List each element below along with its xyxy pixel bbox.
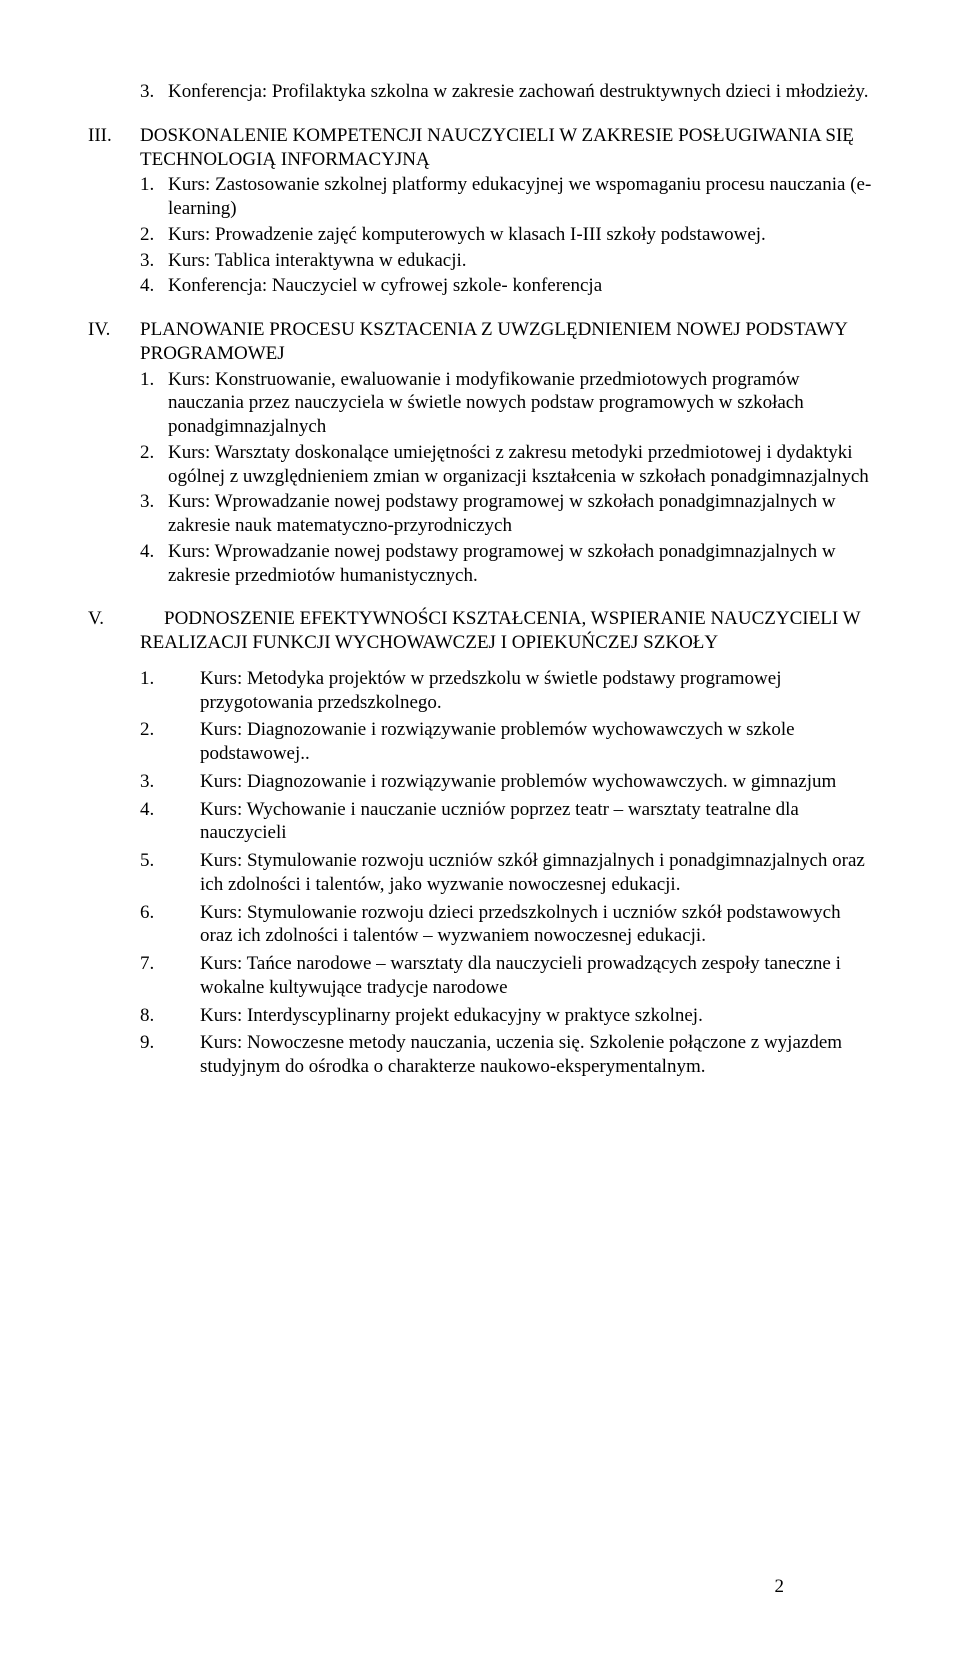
list-item: 6.Kurs: Stymulowanie rozwoju dzieci prze…: [140, 901, 872, 949]
item-text: Kurs: Diagnozowanie i rozwiązywanie prob…: [200, 718, 872, 766]
item-number: 1.: [140, 368, 168, 392]
item-text: Kurs: Nowoczesne metody nauczania, uczen…: [200, 1031, 872, 1079]
item-number: 1.: [140, 667, 200, 691]
list-item: 9.Kurs: Nowoczesne metody nauczania, ucz…: [140, 1031, 872, 1079]
section-v: V. PODNOSZENIE EFEKTYWNOŚCI KSZTAŁCENIA,…: [88, 607, 872, 1079]
item-number: 1.: [140, 173, 168, 197]
section-iv: IV. PLANOWANIE PROCESU KSZTACENIA Z UWZG…: [88, 318, 872, 587]
item-number: 7.: [140, 952, 200, 976]
list-item: 4.Kurs: Wprowadzanie nowej podstawy prog…: [140, 540, 872, 588]
item-text: Kurs: Stymulowanie rozwoju dzieci przeds…: [200, 901, 872, 949]
item-text: Kurs: Interdyscyplinarny projekt edukacy…: [200, 1004, 872, 1028]
list-item: 5.Kurs: Stymulowanie rozwoju uczniów szk…: [140, 849, 872, 897]
item-text: Kurs: Wprowadzanie nowej podstawy progra…: [168, 490, 872, 538]
item-text: Kurs: Wprowadzanie nowej podstawy progra…: [168, 540, 872, 588]
item-number: 4.: [140, 274, 168, 298]
page-number: 2: [775, 1575, 785, 1599]
list-item: 3.Kurs: Diagnozowanie i rozwiązywanie pr…: [140, 770, 872, 794]
item-text: Kurs: Warsztaty doskonalące umiejętności…: [168, 441, 872, 489]
item-text: Kurs: Zastosowanie szkolnej platformy ed…: [168, 173, 872, 221]
item-text: Kurs: Tablica interaktywna w edukacji.: [168, 249, 872, 273]
list-item: 7.Kurs: Tańce narodowe – warsztaty dla n…: [140, 952, 872, 1000]
item-text: Kurs: Metodyka projektów w przedszkolu w…: [200, 667, 872, 715]
item-number: 5.: [140, 849, 200, 873]
list-item: 1.Kurs: Metodyka projektów w przedszkolu…: [140, 667, 872, 715]
item-text: Kurs: Stymulowanie rozwoju uczniów szkół…: [200, 849, 872, 897]
roman-numeral: III.: [88, 124, 140, 148]
section-title: DOSKONALENIE KOMPETENCJI NAUCZYCIELI W Z…: [140, 124, 872, 172]
list-item: 8.Kurs: Interdyscyplinarny projekt eduka…: [140, 1004, 872, 1028]
item-number: 3.: [140, 770, 200, 794]
item-text: Konferencja: Nauczyciel w cyfrowej szkol…: [168, 274, 872, 298]
list-item: 4.Kurs: Wychowanie i nauczanie uczniów p…: [140, 798, 872, 846]
item-number: 2.: [140, 441, 168, 465]
item-number: 2.: [140, 223, 168, 247]
item-number: 9.: [140, 1031, 200, 1055]
item-number: 8.: [140, 1004, 200, 1028]
list-item: 3.Kurs: Wprowadzanie nowej podstawy prog…: [140, 490, 872, 538]
list-item: 2.Kurs: Prowadzenie zajęć komputerowych …: [140, 223, 872, 247]
item-text: Kurs: Konstruowanie, ewaluowanie i modyf…: [168, 368, 872, 439]
section-title: PODNOSZENIE EFEKTYWNOŚCI KSZTAŁCENIA, WS…: [140, 607, 872, 655]
list-item: 1.Kurs: Zastosowanie szkolnej platformy …: [140, 173, 872, 221]
section-iii: III. DOSKONALENIE KOMPETENCJI NAUCZYCIEL…: [88, 124, 872, 298]
roman-numeral: V.: [88, 607, 140, 631]
section-top-orphan: 3. Konferencja: Profilaktyka szkolna w z…: [88, 80, 872, 104]
roman-numeral: IV.: [88, 318, 140, 342]
list-item: 3. Konferencja: Profilaktyka szkolna w z…: [140, 80, 872, 104]
item-number: 3.: [140, 80, 168, 104]
list-item: 1.Kurs: Konstruowanie, ewaluowanie i mod…: [140, 368, 872, 439]
item-number: 6.: [140, 901, 200, 925]
item-text: Kurs: Diagnozowanie i rozwiązywanie prob…: [200, 770, 872, 794]
list-item: 2.Kurs: Warsztaty doskonalące umiejętnoś…: [140, 441, 872, 489]
item-number: 2.: [140, 718, 200, 742]
item-text: Konferencja: Profilaktyka szkolna w zakr…: [168, 80, 872, 104]
item-number: 3.: [140, 490, 168, 514]
item-number: 4.: [140, 798, 200, 822]
item-text: Kurs: Prowadzenie zajęć komputerowych w …: [168, 223, 872, 247]
item-text: Kurs: Wychowanie i nauczanie uczniów pop…: [200, 798, 872, 846]
item-number: 3.: [140, 249, 168, 273]
item-text: Kurs: Tańce narodowe – warsztaty dla nau…: [200, 952, 872, 1000]
item-number: 4.: [140, 540, 168, 564]
list-item: 3.Kurs: Tablica interaktywna w edukacji.: [140, 249, 872, 273]
section-title: PLANOWANIE PROCESU KSZTACENIA Z UWZGLĘDN…: [140, 318, 872, 366]
list-item: 4.Konferencja: Nauczyciel w cyfrowej szk…: [140, 274, 872, 298]
list-item: 2.Kurs: Diagnozowanie i rozwiązywanie pr…: [140, 718, 872, 766]
